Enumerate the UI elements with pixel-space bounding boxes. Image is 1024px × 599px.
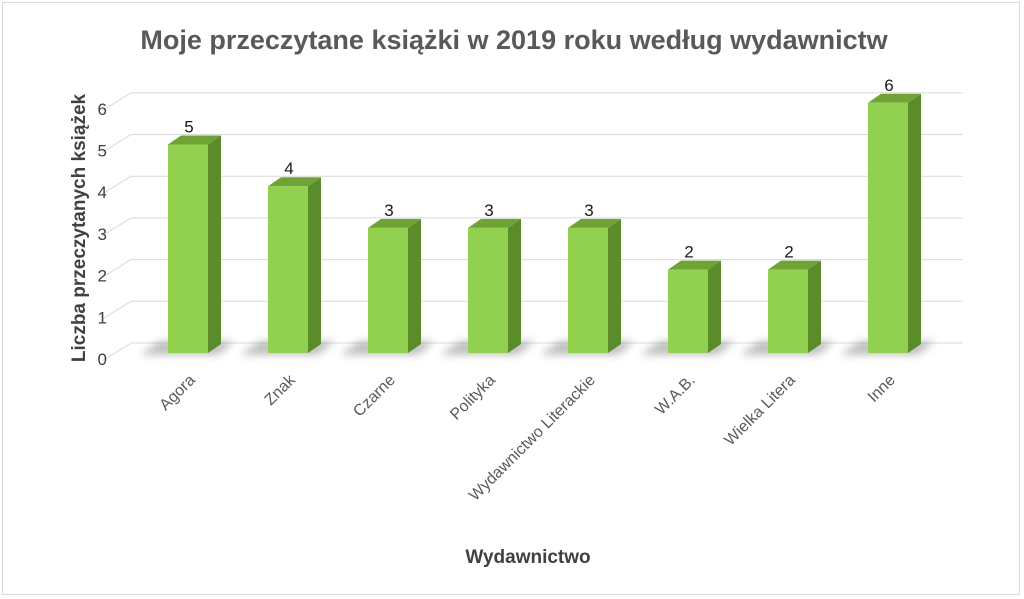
category-label: Czarne bbox=[350, 372, 399, 421]
bar-top bbox=[168, 135, 221, 145]
y-tick-label: 5 bbox=[98, 142, 107, 161]
bar bbox=[468, 218, 521, 353]
category-label: Inne bbox=[865, 372, 899, 406]
bar-top bbox=[568, 218, 621, 228]
grid-slant bbox=[101, 134, 132, 153]
bar-side bbox=[908, 93, 921, 354]
bar-side bbox=[608, 218, 621, 353]
bar bbox=[868, 93, 921, 354]
data-label: 2 bbox=[784, 243, 793, 262]
grid-slant bbox=[101, 175, 132, 195]
bar-front bbox=[568, 227, 608, 353]
bars bbox=[168, 93, 921, 354]
bar-top bbox=[768, 260, 821, 270]
y-tick-label: 1 bbox=[98, 308, 107, 327]
bar-top bbox=[468, 218, 521, 228]
data-label: 3 bbox=[484, 201, 493, 220]
gridlines bbox=[101, 92, 963, 362]
data-labels: 5 4 3 3 3 2 2 6 bbox=[184, 76, 893, 262]
y-tick-label: 6 bbox=[98, 100, 107, 119]
category-label: Wielka Litera bbox=[721, 372, 798, 449]
category-label: Polityka bbox=[447, 372, 499, 424]
bar-front bbox=[368, 227, 408, 353]
bar-top bbox=[868, 93, 921, 103]
bar-top bbox=[368, 218, 421, 228]
category-label: W.A.B. bbox=[652, 372, 699, 419]
bar-top bbox=[668, 260, 721, 270]
chart-title: Moje przeczytane książki w 2019 roku wed… bbox=[140, 25, 888, 55]
bar-front bbox=[868, 102, 908, 353]
bar-chart: Moje przeczytane książki w 2019 roku wed… bbox=[69, 25, 963, 568]
y-tick-label: 2 bbox=[98, 267, 107, 286]
x-axis-title: Wydawnictwo bbox=[465, 547, 590, 568]
data-label: 5 bbox=[184, 118, 193, 137]
bar bbox=[268, 177, 321, 353]
bar-front bbox=[468, 227, 508, 353]
grid-slant bbox=[101, 259, 132, 279]
bar bbox=[668, 260, 721, 353]
bar-front bbox=[268, 186, 308, 353]
grid-slant bbox=[101, 300, 132, 320]
y-axis-ticks: 0 1 2 3 4 5 6 bbox=[98, 100, 107, 369]
bar bbox=[168, 135, 221, 353]
bar bbox=[368, 218, 421, 353]
data-label: 4 bbox=[284, 159, 293, 178]
bar bbox=[568, 218, 621, 353]
bar-top bbox=[268, 177, 321, 187]
data-label: 6 bbox=[884, 76, 893, 95]
category-label: Agora bbox=[157, 372, 199, 414]
bar-front bbox=[168, 144, 208, 353]
bar-side bbox=[308, 177, 321, 353]
grid-slant bbox=[101, 342, 132, 362]
bar bbox=[768, 260, 821, 353]
grid-slant bbox=[101, 92, 132, 112]
data-label: 2 bbox=[684, 243, 693, 262]
grid-slant bbox=[101, 217, 132, 237]
y-tick-label: 3 bbox=[98, 225, 107, 244]
bar-side bbox=[808, 260, 821, 353]
bar-side bbox=[508, 218, 521, 353]
bar-side bbox=[208, 135, 221, 353]
bar-side bbox=[708, 260, 721, 353]
data-label: 3 bbox=[584, 201, 593, 220]
bar-front bbox=[768, 269, 808, 353]
bar-front bbox=[668, 269, 708, 353]
y-axis-title: Liczba przeczytanych książek bbox=[69, 93, 90, 362]
y-tick-label: 0 bbox=[98, 350, 107, 369]
data-label: 3 bbox=[384, 201, 393, 220]
bar-side bbox=[408, 218, 421, 353]
category-label: Znak bbox=[262, 371, 300, 409]
y-tick-label: 4 bbox=[98, 183, 107, 202]
